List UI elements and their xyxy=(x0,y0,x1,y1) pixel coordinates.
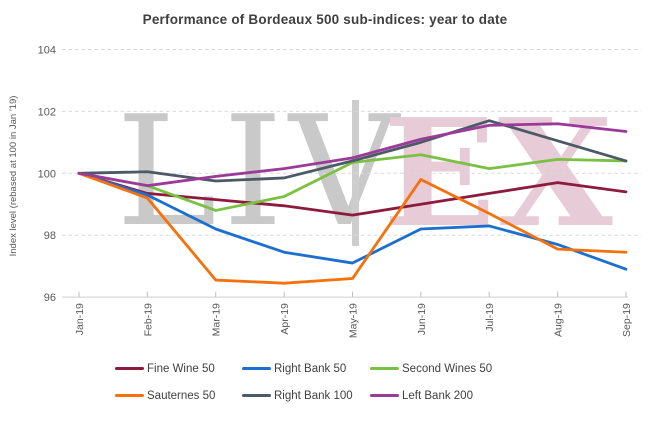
chart-legend: Fine Wine 50 Right Bank 50 Second Wines … xyxy=(0,359,650,405)
x-tick-label: May-19 xyxy=(348,303,360,338)
series-line-right-bank-100 xyxy=(77,119,628,183)
x-tick-label: Aug-19 xyxy=(553,303,565,337)
legend-label: Second Wines 50 xyxy=(402,362,493,375)
legend-label: Fine Wine 50 xyxy=(147,362,215,375)
y-tick-label: 96 xyxy=(44,292,56,304)
x-tick-label: Jun-19 xyxy=(416,303,428,335)
legend-item-right-bank-100: Right Bank 100 xyxy=(242,386,370,405)
legend-swatch-sauternes-50 xyxy=(115,393,144,398)
legend-item-left-bank-200: Left Bank 200 xyxy=(370,386,535,405)
series-line-right-bank-50 xyxy=(77,171,628,271)
series-line-left-bank-200 xyxy=(77,122,628,188)
legend-item-fine-wine-50: Fine Wine 50 xyxy=(115,359,242,378)
legend-label: Left Bank 200 xyxy=(402,389,473,402)
x-tick-label: Feb-19 xyxy=(142,303,154,336)
y-tick-label: 102 xyxy=(38,106,56,118)
legend-item-sauternes-50: Sauternes 50 xyxy=(115,386,242,405)
y-axis-title: Index level (rebased at 100 in Jan '19) xyxy=(8,96,19,257)
x-tick-label: Apr-19 xyxy=(279,303,291,335)
y-tick-label: 104 xyxy=(38,45,56,57)
legend-item-second-wines-50: Second Wines 50 xyxy=(370,359,535,378)
chart-title: Performance of Bordeaux 500 sub-indices:… xyxy=(142,12,508,27)
x-tick-label: Jan-19 xyxy=(74,303,86,335)
x-tick-label: Sep-19 xyxy=(621,303,633,337)
y-tick-label: 100 xyxy=(38,168,56,180)
legend-label: Right Bank 50 xyxy=(274,362,347,375)
legend-label: Right Bank 100 xyxy=(274,389,353,402)
series-line-fine-wine-50 xyxy=(77,171,628,217)
legend-swatch-left-bank-200 xyxy=(370,393,399,398)
y-tick-label: 98 xyxy=(44,230,56,242)
series-line-second-wines-50 xyxy=(77,153,628,212)
legend-swatch-fine-wine-50 xyxy=(115,366,144,371)
legend-swatch-right-bank-50 xyxy=(242,366,271,371)
x-tick-label: Jul-19 xyxy=(484,303,496,332)
x-tick-label: Mar-19 xyxy=(211,303,223,336)
legend-item-right-bank-50: Right Bank 50 xyxy=(242,359,370,378)
legend-label: Sauternes 50 xyxy=(147,389,216,402)
legend-swatch-second-wines-50 xyxy=(370,366,399,371)
legend-swatch-right-bank-100 xyxy=(242,393,271,398)
series-line-sauternes-50 xyxy=(77,171,628,285)
